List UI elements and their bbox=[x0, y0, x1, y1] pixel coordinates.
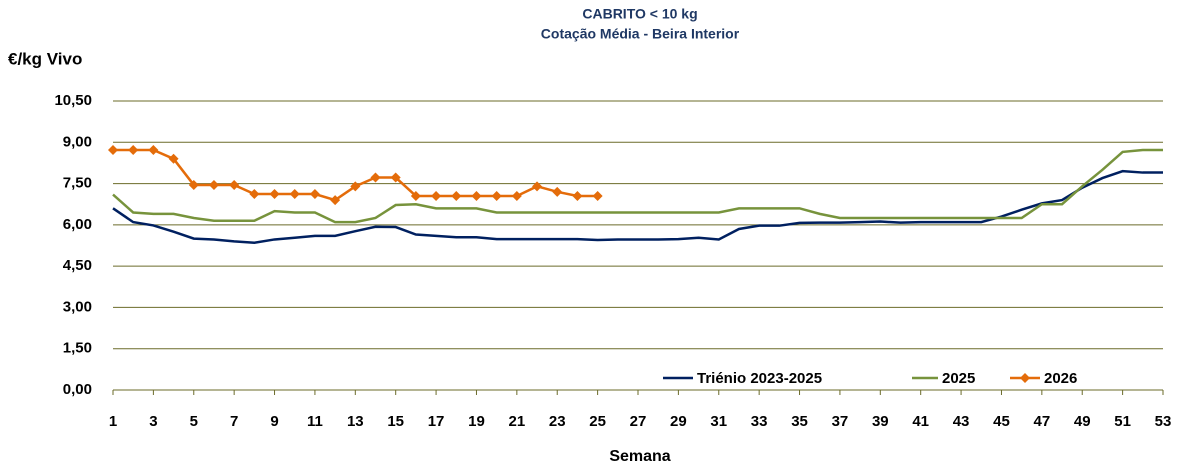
point-marker bbox=[451, 190, 462, 201]
point-marker bbox=[309, 189, 320, 200]
x-tick-label: 9 bbox=[270, 413, 278, 430]
y-tick-label: 4,50 bbox=[63, 257, 92, 274]
x-tick-label: 47 bbox=[1034, 413, 1051, 430]
x-tick-label: 1 bbox=[109, 413, 117, 430]
point-marker bbox=[249, 189, 260, 200]
point-marker bbox=[108, 144, 118, 155]
y-tick-label: 1,50 bbox=[63, 340, 92, 357]
x-tick-label: 51 bbox=[1114, 413, 1131, 430]
x-tick-label: 21 bbox=[509, 413, 526, 430]
x-tick-label: 25 bbox=[589, 413, 606, 430]
x-tick-label: 17 bbox=[428, 413, 445, 430]
legend-label: 2025 bbox=[942, 370, 975, 387]
x-tick-label: 13 bbox=[347, 413, 364, 430]
point-marker bbox=[128, 144, 139, 155]
x-tick-label: 29 bbox=[670, 413, 687, 430]
x-tick-label: 15 bbox=[387, 413, 404, 430]
point-marker bbox=[269, 189, 280, 200]
legend-marker bbox=[1020, 373, 1030, 383]
chart-title: CABRITO < 10 kg bbox=[582, 6, 697, 22]
x-tick-label: 37 bbox=[832, 413, 849, 430]
x-tick-label: 49 bbox=[1074, 413, 1091, 430]
y-tick-label: 3,00 bbox=[63, 298, 92, 315]
x-tick-label: 45 bbox=[993, 413, 1010, 430]
series-line bbox=[112, 169, 1163, 245]
point-marker bbox=[148, 144, 159, 155]
point-marker bbox=[491, 190, 502, 201]
point-marker bbox=[471, 190, 482, 201]
point-marker bbox=[370, 172, 381, 183]
y-tick-label: 6,00 bbox=[63, 216, 92, 233]
point-marker bbox=[390, 172, 401, 183]
x-tick-label: 41 bbox=[912, 413, 929, 430]
point-marker bbox=[330, 195, 341, 206]
point-marker bbox=[410, 190, 421, 201]
x-tick-label: 31 bbox=[710, 413, 727, 430]
point-marker bbox=[208, 179, 219, 190]
point-marker bbox=[289, 189, 300, 200]
x-tick-label: 3 bbox=[149, 413, 157, 430]
chart-subtitle: Cotação Média - Beira Interior bbox=[541, 26, 740, 42]
x-tick-label: 53 bbox=[1155, 413, 1172, 430]
legend-label: 2026 bbox=[1044, 370, 1077, 387]
x-tick-label: 23 bbox=[549, 413, 566, 430]
x-tick-label: 27 bbox=[630, 413, 647, 430]
point-marker bbox=[511, 190, 522, 201]
series-line bbox=[112, 148, 1163, 224]
x-tick-label: 7 bbox=[230, 413, 238, 430]
x-tick-label: 33 bbox=[751, 413, 768, 430]
series-line bbox=[113, 148, 598, 202]
y-tick-label: 9,00 bbox=[63, 133, 92, 150]
point-marker bbox=[168, 153, 179, 164]
point-marker bbox=[188, 179, 199, 190]
x-tick-label: 39 bbox=[872, 413, 889, 430]
point-marker bbox=[350, 181, 361, 192]
x-tick-label: 43 bbox=[953, 413, 970, 430]
x-tick-label: 19 bbox=[468, 413, 485, 430]
point-marker bbox=[592, 190, 603, 201]
y-tick-label: 10,50 bbox=[54, 92, 92, 109]
legend-label: Triénio 2023-2025 bbox=[697, 370, 822, 387]
point-marker bbox=[229, 179, 240, 190]
point-marker bbox=[532, 181, 543, 192]
y-tick-label: 0,00 bbox=[63, 381, 92, 398]
x-axis-label: Semana bbox=[609, 448, 670, 465]
point-marker bbox=[552, 186, 563, 197]
point-marker bbox=[572, 190, 583, 201]
y-tick-label: 7,50 bbox=[63, 175, 92, 192]
y-axis-label: €/kg Vivo bbox=[8, 49, 82, 68]
point-marker bbox=[431, 190, 442, 201]
x-tick-label: 35 bbox=[791, 413, 808, 430]
x-tick-label: 11 bbox=[307, 413, 323, 430]
x-tick-label: 5 bbox=[190, 413, 198, 430]
